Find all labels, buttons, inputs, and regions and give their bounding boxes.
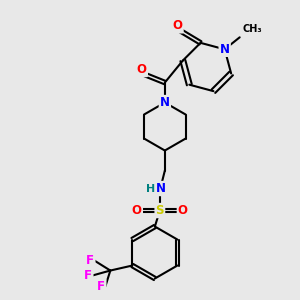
Text: N: N — [160, 96, 170, 109]
Text: N: N — [156, 182, 166, 195]
Text: F: F — [84, 269, 92, 282]
Text: O: O — [178, 204, 188, 217]
Text: CH₃: CH₃ — [243, 24, 262, 34]
Text: S: S — [156, 204, 164, 217]
Text: O: O — [137, 63, 147, 76]
Text: H: H — [146, 184, 155, 194]
Text: F: F — [86, 254, 94, 267]
Text: N: N — [220, 43, 230, 56]
Text: O: O — [132, 204, 142, 217]
Text: F: F — [97, 280, 105, 293]
Text: O: O — [172, 20, 182, 32]
